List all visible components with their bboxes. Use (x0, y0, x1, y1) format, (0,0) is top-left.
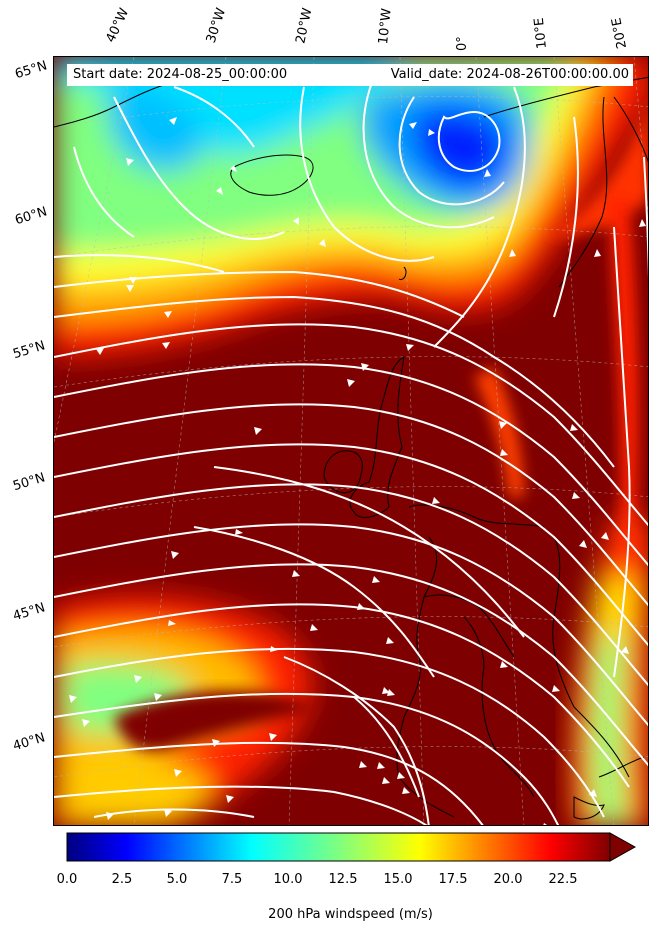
colorbar-tick: 5.0 (166, 872, 188, 887)
lat-label-60n: 60°N (13, 204, 49, 229)
windspeed-field (54, 57, 648, 825)
lon-label-0: 0° (455, 36, 470, 51)
colorbar-gradient (66, 832, 611, 862)
colorbar-tick: 15.0 (383, 872, 413, 887)
colorbar-tick: 20.0 (493, 872, 523, 887)
windspeed-map (54, 57, 648, 825)
colorbar-tick: 17.5 (438, 872, 468, 887)
coastlines (54, 76, 648, 820)
streamlines (54, 76, 648, 825)
colorbar-tick: 7.5 (221, 872, 243, 887)
streamline-arrows (69, 117, 646, 825)
colorbar-tick: 10.0 (273, 872, 303, 887)
map-panel (53, 56, 649, 826)
valid-date-label: Valid_date: 2024-08-26T00:00:00.00 (390, 67, 629, 82)
colorbar-tick: 2.5 (111, 872, 133, 887)
colorbar-extend-arrow (609, 832, 637, 862)
date-info-box: Start date: 2024-08-25_00:00:00 Valid_da… (67, 64, 633, 86)
start-date-label: Start date: 2024-08-25_00:00:00 (73, 67, 288, 82)
lon-label-10w: 10°W (376, 7, 395, 45)
lon-label-30w: 30°W (203, 6, 230, 45)
lon-label-20w: 20°W (293, 6, 316, 45)
graticule (54, 57, 648, 825)
colorbar (66, 832, 637, 862)
lon-label-10e: 10°E (531, 16, 550, 50)
colorbar-tick: 22.5 (548, 872, 578, 887)
lat-label-40n: 40°N (11, 730, 47, 755)
colorbar-tick: 12.5 (328, 872, 358, 887)
lon-label-40w: 40°W (103, 6, 133, 45)
lon-label-20e: 20°E (609, 16, 630, 50)
lat-label-65n: 65°N (13, 58, 49, 83)
colorbar-tick: 0.0 (56, 872, 78, 887)
lat-label-45n: 45°N (11, 600, 47, 625)
lat-label-50n: 50°N (11, 470, 47, 495)
colorbar-label: 200 hPa windspeed (m/s) (268, 907, 433, 922)
lat-label-55n: 55°N (11, 338, 47, 363)
